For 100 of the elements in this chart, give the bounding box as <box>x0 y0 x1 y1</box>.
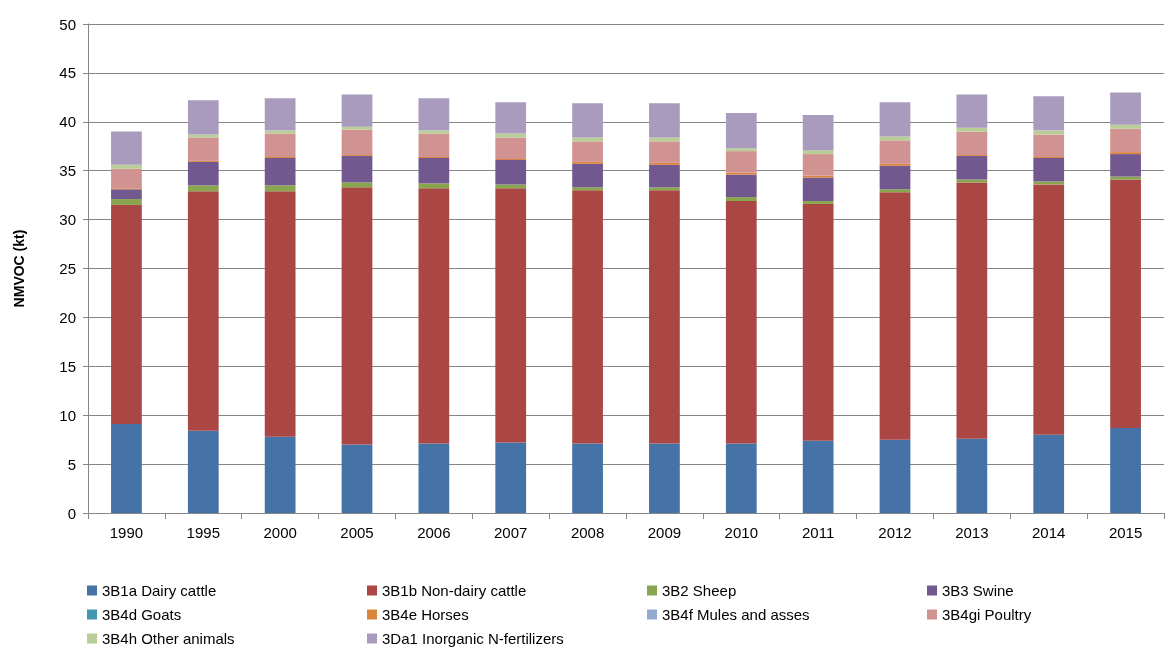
bar <box>956 438 988 513</box>
bar <box>572 187 603 191</box>
bar <box>879 189 911 193</box>
bar <box>572 137 603 142</box>
bar <box>1110 92 1141 125</box>
y-tick-label: 25 <box>59 260 76 277</box>
legend-label: 3B3 Swine <box>942 582 1014 599</box>
y-tick-label: 0 <box>67 504 76 522</box>
y-tick-label: 45 <box>59 64 76 82</box>
bar <box>264 185 296 192</box>
bar <box>495 184 527 189</box>
bar <box>418 133 450 158</box>
bar <box>341 444 373 513</box>
y-tick-label: 15 <box>59 357 76 375</box>
bar <box>649 190 680 444</box>
bar <box>956 131 988 156</box>
bar <box>187 137 219 161</box>
x-tick-label: 1995 <box>186 524 220 541</box>
x-tick-label: 1990 <box>109 524 144 541</box>
bar <box>879 192 911 440</box>
bar <box>264 98 296 131</box>
bar <box>341 126 373 130</box>
bar <box>956 182 988 439</box>
bar <box>495 188 527 443</box>
bar <box>1110 427 1141 513</box>
x-tick-label: 2010 <box>724 524 758 541</box>
legend-label: 3B4f Mules and asses <box>662 606 810 623</box>
bar <box>418 98 450 131</box>
bar <box>802 114 834 151</box>
bar <box>572 190 603 444</box>
bar <box>725 201 757 444</box>
x-tick-label: 2005 <box>340 524 374 541</box>
bar <box>1110 124 1141 129</box>
bar <box>264 436 296 513</box>
bar <box>418 157 450 184</box>
bar <box>802 440 834 513</box>
legend-label: 3B2 Sheep <box>662 582 737 599</box>
bar <box>264 157 296 186</box>
bar <box>1033 181 1065 185</box>
legend-label: 3B1a Dairy cattle <box>102 582 217 599</box>
bar <box>418 443 450 513</box>
bar <box>418 183 450 189</box>
bar <box>418 130 450 134</box>
bar <box>495 102 527 134</box>
bar <box>1033 184 1065 435</box>
x-tick-label: 2014 <box>1032 524 1066 541</box>
legend-label: 3B4gi Poultry <box>942 606 1032 623</box>
bar <box>1033 434 1065 513</box>
bar <box>111 424 142 513</box>
legend-label: 3B4d Goats <box>102 606 182 623</box>
bar <box>341 187 373 445</box>
bar <box>649 443 680 513</box>
bar <box>956 156 988 180</box>
bar <box>1110 154 1141 177</box>
x-tick-label: 2013 <box>955 524 989 541</box>
bar <box>187 430 219 513</box>
bar <box>187 191 219 431</box>
bar <box>802 203 834 441</box>
bar <box>1033 130 1065 135</box>
x-tick-label: 2008 <box>570 524 605 541</box>
y-tick-label: 30 <box>59 211 76 229</box>
bar <box>341 129 373 156</box>
bar <box>725 148 757 152</box>
bar <box>879 136 911 141</box>
legend-label: 3Da1 Inorganic N-fertilizers <box>382 630 564 647</box>
bar <box>879 102 911 137</box>
y-tick-label: 10 <box>59 406 76 424</box>
bar <box>572 103 603 138</box>
bar <box>495 442 527 513</box>
bar <box>802 150 834 155</box>
bar <box>1033 96 1065 131</box>
bar <box>725 197 757 202</box>
bar <box>572 443 603 513</box>
bar <box>187 185 219 192</box>
bar <box>879 439 911 513</box>
bar <box>341 156 373 183</box>
x-tick-label: 2006 <box>417 524 451 541</box>
legend-label: 3B1b Non-dairy cattle <box>382 582 527 599</box>
x-tick-label: 2015 <box>1108 524 1143 541</box>
bar <box>1110 179 1141 428</box>
bar <box>418 188 450 444</box>
bar <box>649 141 680 163</box>
bar <box>1110 176 1141 180</box>
bar <box>495 159 527 185</box>
y-tick-label: 5 <box>67 455 76 473</box>
legend-label: 3B4h Other animals <box>102 630 235 647</box>
bar <box>572 141 603 162</box>
bar <box>725 174 757 198</box>
bar <box>879 165 911 190</box>
bar <box>879 140 911 164</box>
bar <box>572 163 603 188</box>
bar <box>956 127 988 132</box>
bar <box>649 187 680 191</box>
bar <box>341 94 373 127</box>
bar <box>111 164 142 169</box>
legend-label: 3B4e Horses <box>382 606 469 623</box>
bar <box>802 177 834 202</box>
x-tick-label: 2012 <box>878 524 912 541</box>
bar <box>1033 134 1065 158</box>
x-tick-label: 2000 <box>263 524 297 541</box>
